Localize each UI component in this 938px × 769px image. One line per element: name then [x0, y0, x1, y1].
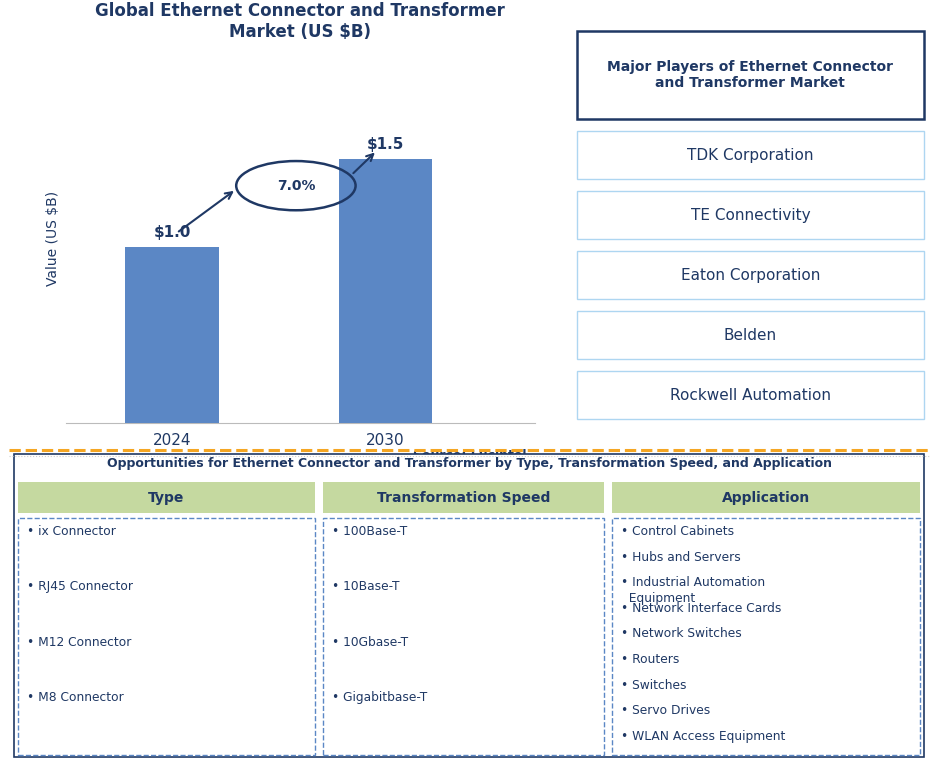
- Text: • WLAN Access Equipment: • WLAN Access Equipment: [621, 730, 785, 743]
- Text: Source: Lucintel: Source: Lucintel: [413, 448, 526, 461]
- Text: • Servo Drives: • Servo Drives: [621, 704, 710, 717]
- Text: • RJ45 Connector: • RJ45 Connector: [27, 581, 133, 594]
- Text: $1.5: $1.5: [367, 137, 404, 152]
- Title: Global Ethernet Connector and Transformer
Market (US $B): Global Ethernet Connector and Transforme…: [96, 2, 505, 42]
- Text: • 100Base-T: • 100Base-T: [332, 525, 407, 538]
- Text: • 10Gbase-T: • 10Gbase-T: [332, 636, 408, 649]
- Text: • 10Base-T: • 10Base-T: [332, 581, 400, 594]
- Text: • Network Switches: • Network Switches: [621, 628, 742, 641]
- Text: Belden: Belden: [724, 328, 777, 343]
- Text: Opportunities for Ethernet Connector and Transformer by Type, Transformation Spe: Opportunities for Ethernet Connector and…: [107, 457, 831, 470]
- Text: • Industrial Automation
  Equipment: • Industrial Automation Equipment: [621, 576, 765, 605]
- Text: Transformation Speed: Transformation Speed: [377, 491, 550, 504]
- Text: • Hubs and Servers: • Hubs and Servers: [621, 551, 741, 564]
- Text: Application: Application: [721, 491, 810, 504]
- Text: Type: Type: [148, 491, 185, 504]
- Text: 7.0%: 7.0%: [277, 178, 315, 193]
- Bar: [339, 159, 432, 423]
- Text: TDK Corporation: TDK Corporation: [688, 148, 813, 163]
- Text: • Control Cabinets: • Control Cabinets: [621, 525, 734, 538]
- Bar: [126, 247, 219, 423]
- Text: • M8 Connector: • M8 Connector: [27, 691, 124, 704]
- Text: • Network Interface Cards: • Network Interface Cards: [621, 602, 781, 615]
- Text: Rockwell Automation: Rockwell Automation: [670, 388, 831, 403]
- Text: • ix Connector: • ix Connector: [27, 525, 116, 538]
- Y-axis label: Value (US $B): Value (US $B): [46, 191, 60, 286]
- Text: Eaton Corporation: Eaton Corporation: [681, 268, 820, 283]
- Text: • Switches: • Switches: [621, 678, 687, 691]
- Text: • Routers: • Routers: [621, 653, 679, 666]
- Text: • Gigabitbase-T: • Gigabitbase-T: [332, 691, 428, 704]
- Text: TE Connectivity: TE Connectivity: [690, 208, 810, 223]
- Text: • M12 Connector: • M12 Connector: [27, 636, 131, 649]
- Text: $1.0: $1.0: [154, 225, 191, 240]
- Text: Major Players of Ethernet Connector
and Transformer Market: Major Players of Ethernet Connector and …: [608, 60, 893, 90]
